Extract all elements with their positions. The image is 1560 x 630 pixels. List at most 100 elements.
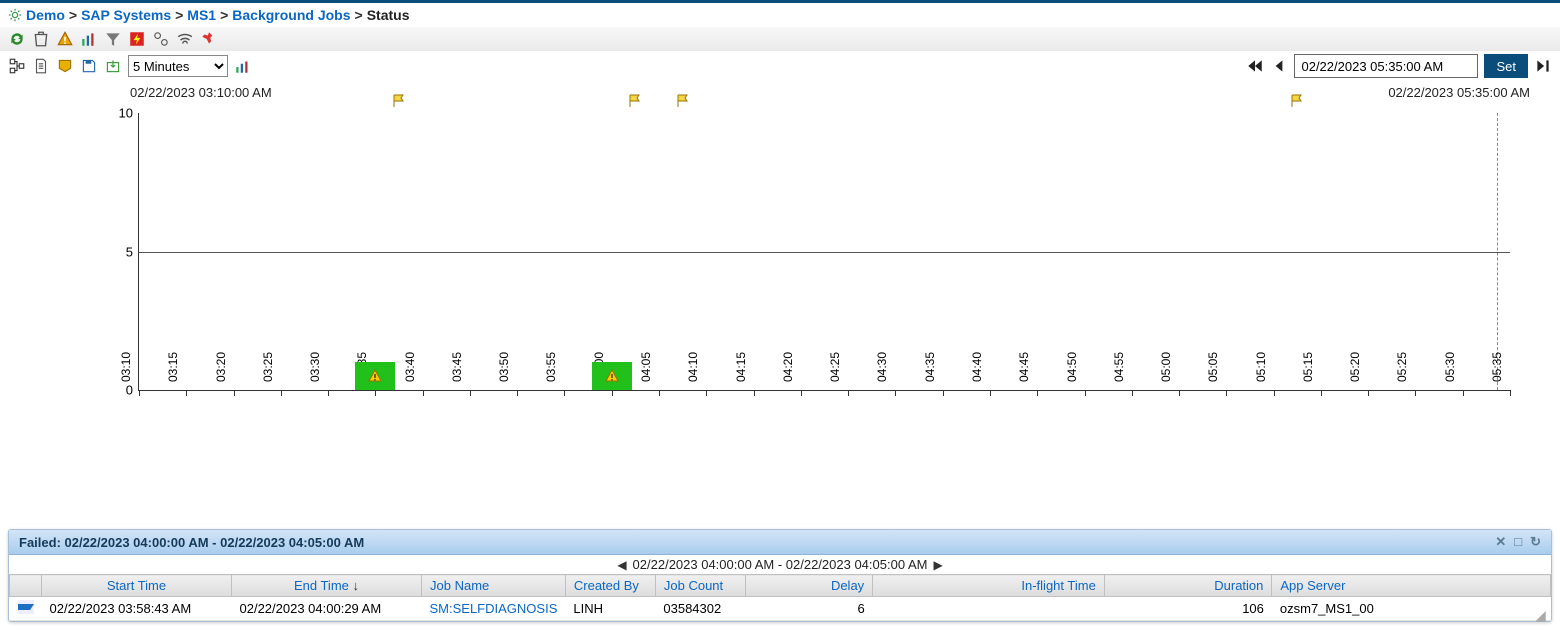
x-tick-label: 05:30 — [1443, 352, 1457, 390]
settings-icon[interactable] — [152, 30, 170, 48]
gear-icon — [8, 8, 22, 22]
x-tick-mark — [659, 390, 660, 396]
flag-icon[interactable] — [391, 93, 407, 109]
document-icon[interactable] — [32, 57, 50, 75]
breadcrumb-link[interactable]: MS1 — [187, 7, 216, 23]
column-header[interactable]: Duration — [1104, 575, 1272, 597]
filter-icon[interactable] — [104, 30, 122, 48]
end-icon[interactable] — [1534, 57, 1552, 75]
x-tick-label: 04:45 — [1017, 352, 1031, 390]
cell-start-time: 02/22/2023 03:58:43 AM — [42, 597, 232, 621]
cell-job-name[interactable]: SM:SELFDIAGNOSIS — [422, 597, 566, 621]
maximize-icon[interactable]: □ — [1514, 534, 1522, 550]
column-header[interactable]: In-flight Time — [873, 575, 1105, 597]
column-header[interactable]: Job Count — [655, 575, 745, 597]
save-icon[interactable] — [80, 57, 98, 75]
lightning-icon[interactable] — [128, 30, 146, 48]
breadcrumb-link[interactable]: Background Jobs — [232, 7, 350, 23]
x-tick-mark — [895, 390, 896, 396]
breadcrumb-link[interactable]: Demo — [26, 7, 65, 23]
x-tick-label: 03:25 — [261, 352, 275, 390]
x-tick-mark — [281, 390, 282, 396]
breadcrumb-sep: > — [175, 7, 183, 23]
x-tick-label: 03:15 — [166, 352, 180, 390]
x-tick-label: 04:10 — [686, 352, 700, 390]
breadcrumb-sep: > — [355, 7, 363, 23]
refresh-icon[interactable] — [8, 30, 26, 48]
table-row[interactable]: 02/22/2023 03:58:43 AM02/22/2023 04:00:2… — [10, 597, 1551, 621]
warning-icon[interactable] — [56, 30, 74, 48]
chart-small-icon[interactable] — [234, 57, 252, 75]
x-tick-mark — [186, 390, 187, 396]
chart-icon[interactable] — [80, 30, 98, 48]
panel-title: Failed: 02/22/2023 04:00:00 AM - 02/22/2… — [19, 535, 364, 550]
x-tick-label: 04:05 — [639, 352, 653, 390]
resize-handle[interactable]: ◢ — [1535, 607, 1549, 621]
column-header[interactable]: Start Time — [42, 575, 232, 597]
gridline — [139, 252, 1510, 253]
chart-plot[interactable]: 051003:1003:1503:2003:2503:3003:3503:400… — [138, 113, 1510, 391]
column-header[interactable]: Job Name — [422, 575, 566, 597]
cell-inflight — [873, 597, 1105, 621]
interval-select[interactable]: 5 Minutes — [128, 55, 228, 77]
set-button[interactable]: Set — [1484, 54, 1528, 78]
column-header[interactable] — [10, 575, 42, 597]
breadcrumb-link[interactable]: SAP Systems — [81, 7, 171, 23]
x-tick-label: 03:40 — [403, 352, 417, 390]
x-tick-label: 04:40 — [970, 352, 984, 390]
sap-icon — [18, 600, 34, 614]
x-tick-mark — [1415, 390, 1416, 396]
x-tick-label: 03:10 — [119, 352, 133, 390]
x-tick-mark — [234, 390, 235, 396]
tree-icon[interactable] — [8, 57, 26, 75]
x-tick-label: 03:30 — [308, 352, 322, 390]
y-tick-label: 10 — [109, 106, 139, 121]
x-tick-mark — [1321, 390, 1322, 396]
export-icon[interactable] — [104, 57, 122, 75]
flag-icon[interactable] — [675, 93, 691, 109]
x-tick-label: 04:25 — [828, 352, 842, 390]
y-tick-label: 5 — [109, 244, 139, 259]
chart-end-label: 02/22/2023 05:35:00 AM — [1388, 85, 1530, 100]
x-tick-mark — [328, 390, 329, 396]
x-tick-mark — [1132, 390, 1133, 396]
x-tick-mark — [801, 390, 802, 396]
flag-icon[interactable] — [627, 93, 643, 109]
back-icon[interactable] — [1270, 57, 1288, 75]
x-tick-label: 03:45 — [450, 352, 464, 390]
x-tick-mark — [139, 390, 140, 396]
column-header[interactable]: Created By — [565, 575, 655, 597]
pin-icon[interactable] — [200, 30, 218, 48]
x-tick-label: 04:30 — [875, 352, 889, 390]
column-header[interactable]: Delay — [745, 575, 872, 597]
cell-created-by: LINH — [565, 597, 655, 621]
next-range-icon[interactable]: ▶ — [933, 558, 942, 572]
x-tick-label: 05:15 — [1301, 352, 1315, 390]
delete-icon[interactable] — [32, 30, 50, 48]
refresh-panel-icon[interactable]: ↻ — [1530, 534, 1541, 550]
column-header[interactable]: App Server — [1272, 575, 1551, 597]
x-tick-label: 03:55 — [544, 352, 558, 390]
x-tick-mark — [706, 390, 707, 396]
badge-icon[interactable] — [56, 57, 74, 75]
chart-start-label: 02/22/2023 03:10:00 AM — [130, 85, 272, 100]
chart-bar[interactable] — [355, 362, 395, 390]
x-tick-mark — [612, 390, 613, 396]
flag-icon[interactable] — [1289, 93, 1305, 109]
x-tick-mark — [1085, 390, 1086, 396]
chart-bar[interactable] — [592, 362, 632, 390]
prev-range-icon[interactable]: ◀ — [617, 558, 626, 572]
x-tick-label: 05:10 — [1254, 352, 1268, 390]
cell-duration: 106 — [1104, 597, 1272, 621]
cell-delay: 6 — [745, 597, 872, 621]
datetime-input[interactable] — [1294, 54, 1478, 78]
close-icon[interactable]: ✕ — [1495, 534, 1506, 550]
x-tick-mark — [943, 390, 944, 396]
column-header[interactable]: End Time — [232, 575, 422, 597]
x-tick-mark — [1463, 390, 1464, 396]
breadcrumb-sep: > — [69, 7, 77, 23]
panel-range-label: 02/22/2023 04:00:00 AM - 02/22/2023 04:0… — [633, 557, 928, 572]
x-tick-mark — [848, 390, 849, 396]
wifi-icon[interactable] — [176, 30, 194, 48]
rewind-icon[interactable] — [1246, 57, 1264, 75]
